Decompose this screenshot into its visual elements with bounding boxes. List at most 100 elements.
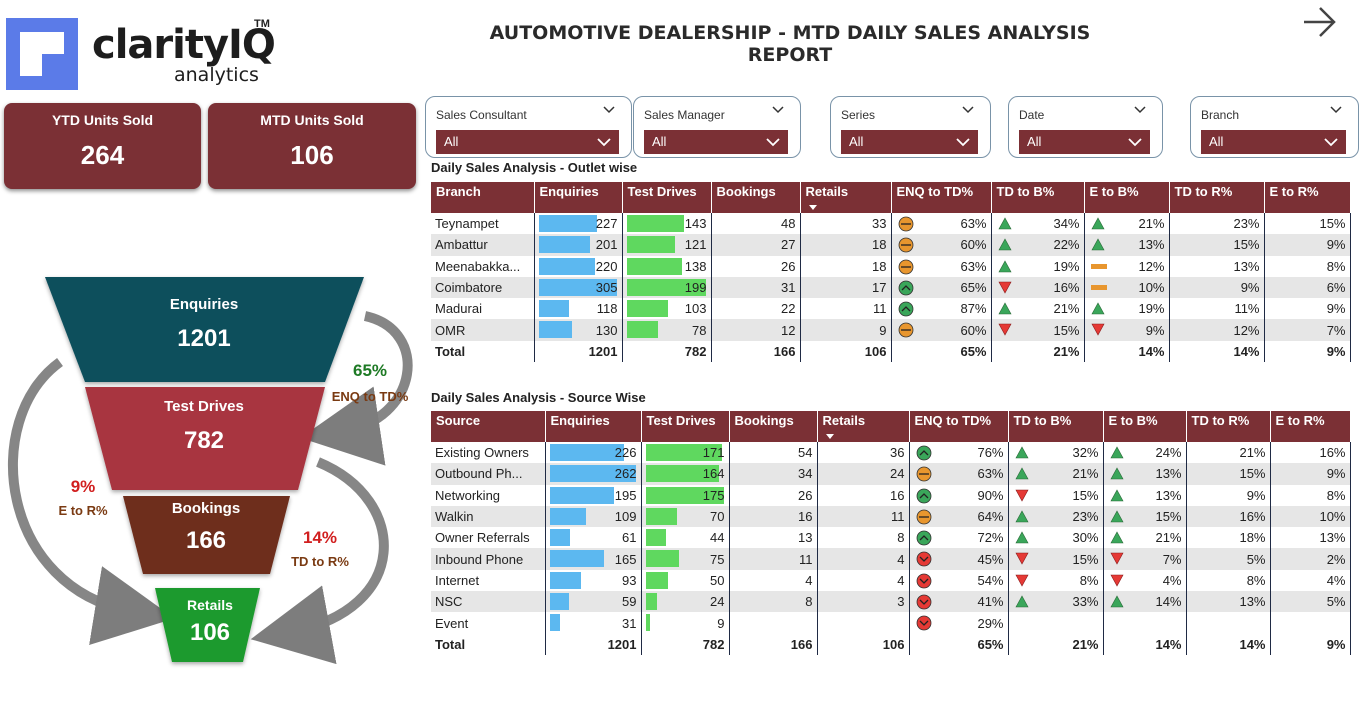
table-row[interactable]: Coimbatore 305 199 31 17 65% 16% 10% 9% 6% [431, 276, 1351, 299]
arrow-right-icon[interactable] [1300, 4, 1340, 40]
table-row[interactable]: Networking 195 175 26 16 90% 15% 13% 9% 8% [431, 484, 1351, 506]
table-cell: 9% [1270, 463, 1351, 485]
cell-value: 34% [1053, 216, 1080, 232]
slicer-dropdown[interactable]: All [644, 130, 788, 154]
column-header[interactable]: E to R% [1264, 182, 1351, 213]
table-cell: Internet [431, 569, 546, 592]
column-header[interactable]: Bookings [711, 182, 801, 213]
chevron-down-icon[interactable] [766, 137, 780, 147]
table-row[interactable]: Existing Owners 226 171 54 36 76% 32% 24% 21% 16% [431, 442, 1351, 464]
table-cell: 19% [991, 255, 1085, 277]
funnel-value: 106 [189, 619, 231, 646]
sort-desc-icon[interactable] [808, 205, 817, 210]
cell-value: 106 [882, 636, 905, 652]
table-row[interactable]: Walkin 109 70 16 11 64% 23% 15% 16% 10% [431, 505, 1351, 528]
table-cell: 227 [534, 213, 623, 235]
column-header[interactable]: Enquiries [545, 411, 642, 442]
table-row[interactable]: Inbound Phone 165 75 11 4 45% 15% 7% 5% 2% [431, 548, 1351, 570]
column-header-label: E to R% [1275, 413, 1325, 428]
sort-desc-icon[interactable] [825, 434, 834, 439]
table-row[interactable]: Event 31 9 29% [431, 612, 1351, 634]
column-header[interactable]: Enquiries [534, 182, 623, 213]
table-row[interactable]: OMR 130 78 12 9 60% 15% 9% 12% 7% [431, 319, 1351, 341]
chevron-down-icon[interactable] [962, 105, 974, 115]
column-header[interactable]: TD to B% [1008, 411, 1104, 442]
column-header[interactable]: TD to R% [1169, 182, 1265, 213]
chevron-down-icon[interactable] [956, 137, 970, 147]
report-title: AUTOMOTIVE DEALERSHIP - MTD DAILY SALES … [489, 22, 1091, 66]
column-header[interactable]: Test Drives [622, 182, 712, 213]
column-header[interactable]: Bookings [729, 411, 818, 442]
brand-tm: TM [254, 18, 270, 30]
table-row[interactable]: Owner Referrals 61 44 13 8 72% 30% 21% 18% 13% [431, 527, 1351, 549]
table-row[interactable]: Madurai 118 103 22 11 87% 21% 19% 11% 9% [431, 298, 1351, 320]
table-cell: 21% [991, 340, 1085, 363]
slicer-branch[interactable]: Branch All [1190, 96, 1359, 158]
slicer-date[interactable]: Date All [1008, 96, 1163, 158]
table-cell: 143 [622, 213, 712, 235]
column-header[interactable]: Retails [800, 182, 892, 213]
cell-value: 4 [805, 572, 813, 588]
chevron-down-icon[interactable] [772, 105, 784, 115]
table-row[interactable]: Teynampet 227 143 48 33 63% 34% 21% 23% 15% [431, 213, 1351, 235]
column-header[interactable]: E to R% [1270, 411, 1351, 442]
slicer-dropdown[interactable]: All [841, 130, 978, 154]
table-cell: 9% [1264, 234, 1351, 256]
column-header[interactable]: E to B% [1103, 411, 1187, 442]
column-header[interactable]: ENQ to TD% [909, 411, 1009, 442]
table-cell: 782 [641, 633, 730, 655]
table-cell: Meenabakka... [431, 255, 535, 277]
table-cell: 14% [1103, 591, 1187, 613]
test-drives-bar [626, 278, 706, 296]
arrow-up-icon [1090, 302, 1105, 315]
cell-value: 8 [897, 530, 905, 546]
table-cell: Teynampet [431, 213, 535, 235]
cell-value: 13% [1155, 487, 1182, 503]
table-row[interactable]: Outbound Ph... 262 164 34 24 63% 21% 13% 15% 9% [431, 463, 1351, 485]
table-cell: 15% [1169, 234, 1265, 256]
chevron-down-icon[interactable] [1330, 105, 1342, 115]
slicer-series[interactable]: Series All [830, 96, 991, 158]
table-cell: 63% [909, 463, 1009, 485]
kpi-mtd-units: MTD Units Sold 106 [208, 103, 416, 189]
test-drives-bar [645, 465, 719, 483]
slicer-dropdown[interactable]: All [436, 130, 619, 154]
slicer-sales-consultant[interactable]: Sales Consultant All [425, 96, 632, 158]
table-cell: 11 [800, 298, 892, 320]
table-cell: 70 [641, 505, 730, 528]
slicer-dropdown[interactable]: All [1201, 130, 1346, 154]
table-cell: 22 [711, 298, 801, 320]
chevron-down-icon[interactable] [1128, 137, 1142, 147]
source-table-title: Daily Sales Analysis - Source Wise [431, 390, 646, 405]
column-header[interactable]: Retails [817, 411, 910, 442]
column-header[interactable]: Source [431, 411, 546, 442]
table-cell: 9 [800, 319, 892, 341]
column-header[interactable]: TD to R% [1186, 411, 1271, 442]
chevron-down-icon[interactable] [603, 105, 615, 115]
slicer-label: Date [1019, 108, 1045, 122]
arrow-down-icon [1014, 489, 1029, 502]
table-row[interactable]: Meenabakka... 220 138 26 18 63% 19% 12% 13% 8% [431, 255, 1351, 277]
table-cell: 7% [1264, 319, 1351, 341]
cell-value: 78 [692, 322, 707, 338]
column-header[interactable]: E to B% [1084, 182, 1170, 213]
table-row[interactable]: Ambattur 201 121 27 18 60% 22% 13% 15% 9% [431, 234, 1351, 256]
cell-value: 13 [798, 530, 813, 546]
table-cell: 13 [729, 527, 818, 549]
cell-value: 18 [872, 258, 887, 274]
slicer-label: Series [841, 108, 876, 122]
column-header[interactable]: TD to B% [991, 182, 1085, 213]
column-header[interactable]: Branch [431, 182, 535, 213]
slicer-dropdown[interactable]: All [1019, 130, 1150, 154]
chevron-down-icon[interactable] [597, 137, 611, 147]
table-row[interactable]: Internet 93 50 4 4 54% 8% 4% 8% 4% [431, 569, 1351, 592]
chevron-down-icon[interactable] [1324, 137, 1338, 147]
chevron-down-icon[interactable] [1134, 105, 1146, 115]
table-row[interactable]: NSC 59 24 8 3 41% 33% 14% 13% 5% [431, 591, 1351, 613]
funnel-stage-retails [155, 588, 260, 662]
column-header[interactable]: ENQ to TD% [891, 182, 992, 213]
slicer-label: Branch [1201, 108, 1240, 122]
slicer-sales-manager[interactable]: Sales Manager All [633, 96, 801, 158]
column-header[interactable]: Test Drives [641, 411, 730, 442]
table-cell: 9% [1264, 340, 1351, 363]
